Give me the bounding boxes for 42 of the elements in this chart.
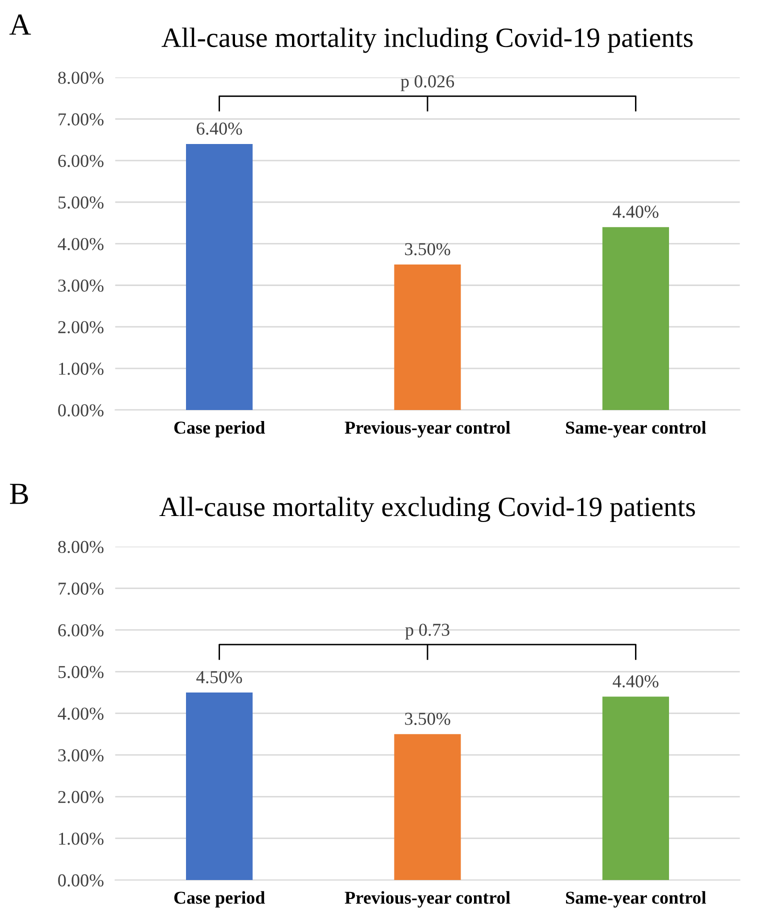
- text: A: [9, 14, 31, 35]
- data-label: 4.40%: [612, 675, 658, 688]
- bar: [186, 144, 253, 410]
- x-tick-label: Case period: [174, 421, 265, 438]
- data-label: 4.40%: [612, 206, 658, 218]
- y-tick-label: 4.00%: [58, 238, 104, 250]
- y-tick-label: 7.00%: [58, 113, 104, 126]
- x-tick-label: Previous-year control: [344, 891, 510, 908]
- annotation: p 0.026: [400, 75, 454, 92]
- chart-title: All-cause mortality including Covid-19 patients: [162, 28, 693, 53]
- data-label: 6.40%: [196, 122, 242, 135]
- y-tick-label: 1.00%: [59, 832, 104, 845]
- bar: [394, 264, 461, 410]
- y-tick-label: 0.00%: [58, 404, 104, 416]
- data-label: 3.50%: [405, 243, 450, 256]
- y-tick-label: 2.00%: [58, 790, 104, 804]
- y-tick-label: 8.00%: [58, 540, 104, 554]
- x-tick-label: Same-year control: [566, 421, 706, 438]
- y-tick-label: 2.00%: [58, 321, 104, 334]
- bar: [602, 696, 670, 880]
- y-tick-label: 8.00%: [58, 72, 104, 84]
- y-tick-label: 5.00%: [58, 666, 104, 678]
- y-tick-label: 6.00%: [58, 624, 104, 636]
- bar: [602, 227, 670, 410]
- x-tick-label: Case period: [174, 891, 265, 908]
- data-label: 4.50%: [196, 671, 242, 684]
- text: B: [10, 484, 28, 504]
- data-label: 3.50%: [405, 712, 450, 726]
- bar: [186, 692, 253, 880]
- x-tick-label: Same-year control: [566, 891, 706, 908]
- x-tick-label: Previous-year control: [344, 421, 510, 438]
- y-tick-label: 1.00%: [59, 362, 104, 375]
- y-tick-label: 0.00%: [58, 874, 104, 887]
- chart-title: All-cause mortality excluding Covid-19 patients: [159, 496, 695, 522]
- annotation: p 0.73: [405, 624, 450, 640]
- y-tick-label: 6.00%: [58, 154, 104, 168]
- y-tick-label: 7.00%: [58, 582, 104, 595]
- y-tick-label: 3.00%: [58, 280, 104, 292]
- y-tick-label: 3.00%: [58, 749, 104, 762]
- y-tick-label: 4.00%: [58, 708, 104, 720]
- y-tick-label: 5.00%: [58, 196, 104, 209]
- bar: [394, 734, 461, 880]
